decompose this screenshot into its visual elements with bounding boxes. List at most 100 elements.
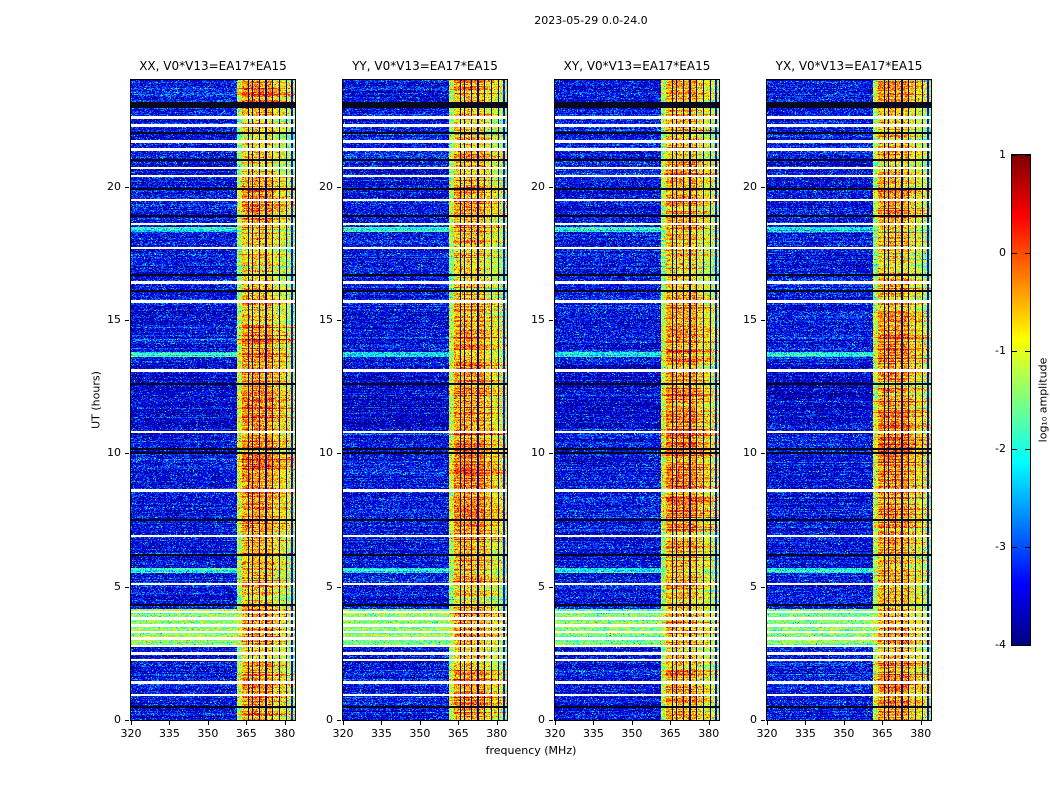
y-tick-label: 10	[319, 446, 333, 460]
x-tick-mark	[920, 721, 922, 725]
spectrogram-canvas	[554, 79, 720, 721]
y-tick-mark	[337, 453, 341, 455]
x-tick-label: 335	[158, 727, 180, 740]
y-tick-mark	[125, 453, 129, 455]
x-tick-mark	[708, 721, 710, 725]
y-tick-label: 10	[107, 446, 121, 460]
y-tick-mark	[337, 186, 341, 188]
x-tick-mark	[207, 721, 209, 725]
x-tick-label: 335	[794, 727, 816, 740]
x-tick-mark	[131, 721, 132, 725]
x-tick-mark	[555, 721, 556, 725]
colorbar-tick-mark	[1025, 253, 1030, 254]
x-tick-label: 380	[486, 727, 508, 740]
x-tick-label: 380	[910, 727, 932, 740]
y-tick-label: 15	[319, 313, 333, 326]
panel-title: YY, V0*V13=EA17*EA15	[352, 59, 498, 73]
y-tick-label: 5	[538, 579, 545, 593]
x-tick-mark	[458, 721, 460, 725]
spectrogram-canvas	[342, 79, 508, 721]
y-tick-mark	[761, 586, 765, 588]
x-tick-mark	[767, 721, 768, 725]
y-tick-mark	[337, 720, 341, 721]
panel-title: XY, V0*V13=EA17*EA15	[563, 59, 711, 73]
y-tick-mark	[549, 720, 553, 721]
y-tick-mark	[761, 453, 765, 455]
x-tick-mark	[343, 721, 344, 725]
x-tick-label: 335	[582, 727, 604, 740]
x-tick-label: 380	[274, 727, 296, 740]
y-tick-mark	[337, 586, 341, 588]
x-tick-mark	[670, 721, 672, 725]
y-axis-label: UT (hours)	[89, 371, 103, 429]
x-tick-mark	[882, 721, 884, 725]
colorbar-tick-mark	[1012, 645, 1017, 646]
x-tick-label: 320	[756, 727, 778, 740]
y-tick-mark	[125, 320, 129, 321]
y-tick-label: 5	[750, 579, 757, 593]
colorbar-tick-mark	[1012, 449, 1017, 450]
colorbar-tick-mark	[1012, 547, 1017, 548]
spectrogram-canvas	[130, 79, 296, 721]
x-tick-mark	[381, 721, 383, 725]
x-tick-mark	[419, 721, 421, 725]
colorbar-tick-mark	[1025, 645, 1030, 646]
y-tick-label: 0	[114, 713, 121, 726]
x-tick-label: 365	[447, 727, 469, 740]
y-tick-mark	[761, 186, 765, 188]
colorbar-label: log₁₀ amplitude	[1036, 357, 1050, 443]
y-tick-label: 20	[531, 179, 545, 193]
x-tick-label: 365	[871, 727, 893, 740]
colorbar-gradient	[1011, 154, 1031, 646]
spectrogram-canvas	[766, 79, 932, 721]
y-tick-label: 20	[319, 179, 333, 193]
colorbar-tick-label: 0	[999, 246, 1006, 259]
y-tick-label: 15	[743, 313, 757, 326]
y-tick-mark	[761, 320, 765, 321]
colorbar-tick-mark	[1025, 547, 1030, 548]
y-tick-mark	[125, 720, 129, 721]
y-tick-mark	[125, 586, 129, 588]
colorbar-tick-mark	[1025, 351, 1030, 352]
y-tick-label: 0	[538, 713, 545, 726]
y-tick-mark	[549, 586, 553, 588]
colorbar-tick-label: -4	[995, 638, 1006, 651]
x-tick-label: 320	[120, 727, 142, 740]
x-tick-label: 350	[621, 727, 643, 740]
colorbar-tick-label: 1	[999, 148, 1006, 161]
x-tick-label: 350	[833, 727, 855, 740]
y-tick-label: 15	[107, 313, 121, 326]
x-tick-mark	[593, 721, 595, 725]
y-tick-label: 10	[531, 446, 545, 460]
colorbar-tick-mark	[1025, 449, 1030, 450]
x-tick-mark	[246, 721, 248, 725]
x-tick-label: 380	[698, 727, 720, 740]
y-tick-label: 10	[743, 446, 757, 460]
y-tick-label: 20	[743, 179, 757, 193]
y-tick-mark	[549, 186, 553, 188]
x-tick-mark	[284, 721, 286, 725]
y-tick-mark	[549, 453, 553, 455]
y-tick-mark	[549, 320, 553, 321]
x-tick-mark	[169, 721, 171, 725]
x-tick-label: 365	[659, 727, 681, 740]
y-tick-label: 5	[114, 579, 121, 593]
y-tick-mark	[125, 186, 129, 188]
y-tick-label: 20	[107, 179, 121, 193]
x-axis-label: frequency (MHz)	[485, 744, 577, 757]
x-tick-mark	[843, 721, 845, 725]
x-tick-label: 350	[409, 727, 431, 740]
colorbar-tick-label: -1	[995, 344, 1006, 357]
x-tick-mark	[805, 721, 807, 725]
y-tick-label: 5	[326, 579, 333, 593]
panel-title: XX, V0*V13=EA17*EA15	[139, 59, 287, 73]
x-tick-label: 350	[197, 727, 219, 740]
colorbar-tick-mark	[1025, 155, 1030, 156]
x-tick-mark	[496, 721, 498, 725]
x-tick-label: 320	[332, 727, 354, 740]
y-tick-label: 0	[750, 713, 757, 726]
colorbar-tick-mark	[1012, 351, 1017, 352]
y-tick-label: 15	[531, 313, 545, 326]
colorbar-tick-label: -2	[995, 442, 1006, 455]
